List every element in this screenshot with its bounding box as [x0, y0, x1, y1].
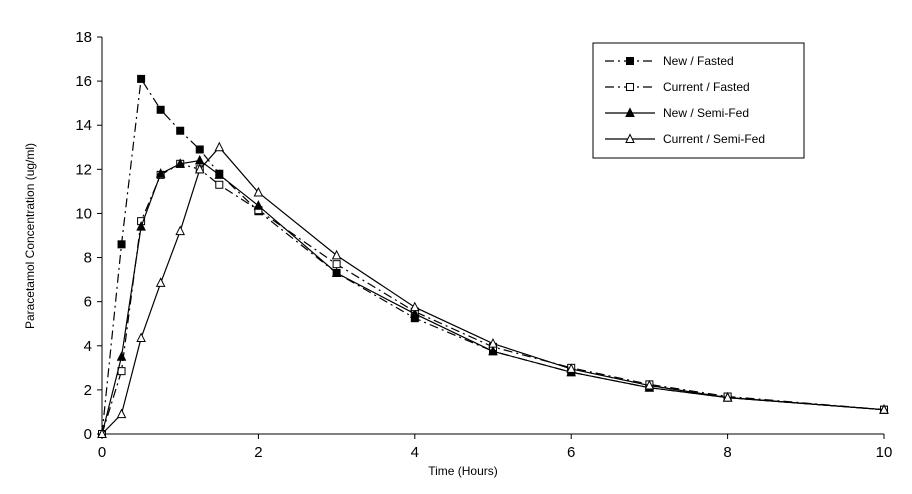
- legend-label: New / Semi-Fed: [663, 106, 749, 120]
- data-point-marker: [253, 200, 264, 210]
- data-point-marker: [116, 351, 127, 361]
- legend-item: New / Semi-Fed: [605, 106, 749, 120]
- series-line: [101, 159, 885, 435]
- y-tick-label: 12: [75, 161, 92, 178]
- data-point-marker: [137, 74, 146, 83]
- x-tick-label: 10: [876, 444, 893, 461]
- series-4: [97, 141, 889, 438]
- legend-label: Current / Fasted: [663, 80, 750, 94]
- data-point-marker: [116, 408, 127, 419]
- data-point-marker: [176, 126, 185, 135]
- legend-item: Current / Fasted: [605, 80, 750, 94]
- data-point-marker: [253, 186, 264, 197]
- y-axis: 0 2 4 6 8 10 12 14 16 18: [75, 29, 103, 443]
- x-axis-title: Time (Hours): [428, 464, 498, 478]
- data-point-marker: [155, 168, 166, 178]
- data-point-marker: [488, 345, 498, 356]
- data-point-marker: [136, 332, 146, 343]
- series-2: [98, 159, 888, 438]
- data-point-marker: [409, 301, 420, 312]
- legend: New / Fasted Current / Fasted New / Semi-F…: [592, 42, 805, 159]
- data-point-marker: [194, 154, 205, 165]
- data-point-marker: [97, 428, 107, 438]
- data-point-marker: [136, 221, 146, 231]
- data-point-marker: [175, 158, 186, 168]
- y-tick-label: 10: [75, 205, 92, 222]
- x-tick-label: 8: [723, 444, 731, 461]
- data-point-marker: [117, 240, 126, 249]
- y-tick-label: 4: [84, 338, 92, 355]
- x-tick-label: 6: [567, 444, 575, 461]
- legend-label: Current / Semi-Fed: [663, 132, 765, 146]
- data-point-marker: [156, 105, 165, 114]
- data-point-marker: [214, 169, 225, 179]
- data-point-marker: [625, 133, 635, 143]
- data-point-marker: [214, 141, 225, 152]
- data-point-marker: [488, 337, 498, 348]
- data-point-marker: [626, 57, 634, 65]
- y-tick-label: 0: [84, 426, 92, 443]
- data-point-marker: [215, 180, 224, 189]
- data-point-marker: [194, 163, 205, 174]
- y-tick-label: 6: [84, 294, 92, 311]
- y-tick-label: 14: [75, 117, 92, 134]
- legend-item: New / Fasted: [605, 54, 734, 68]
- x-axis: 0 2 4 6 8 10: [98, 433, 893, 461]
- legend-item: Current / Semi-Fed: [605, 132, 765, 146]
- series-group: [97, 74, 889, 438]
- x-tick-label: 4: [411, 444, 419, 461]
- data-point-marker: [195, 145, 204, 154]
- data-point-marker: [722, 391, 733, 402]
- series-line: [101, 146, 885, 435]
- y-tick-label: 18: [75, 29, 92, 46]
- data-point-marker: [332, 260, 341, 269]
- x-tick-label: 2: [254, 444, 262, 461]
- y-tick-label: 2: [84, 382, 92, 399]
- x-tick-label: 0: [98, 444, 106, 461]
- y-tick-label: 16: [75, 73, 92, 90]
- y-axis-title: Paracetamol Concentration (ug/ml): [23, 143, 37, 329]
- series-line: [101, 163, 885, 435]
- data-point-marker: [625, 107, 635, 117]
- data-point-marker: [155, 277, 166, 287]
- data-point-marker: [879, 404, 889, 414]
- legend-label: New / Fasted: [663, 54, 734, 68]
- data-point-marker: [331, 249, 342, 260]
- y-tick-label: 8: [84, 250, 92, 267]
- data-point-marker: [566, 363, 577, 373]
- data-point-marker: [331, 267, 342, 277]
- data-point-marker: [409, 308, 420, 318]
- data-point-marker: [644, 379, 655, 390]
- data-point-marker: [626, 83, 634, 91]
- data-point-marker: [175, 225, 186, 236]
- series-3: [97, 154, 889, 438]
